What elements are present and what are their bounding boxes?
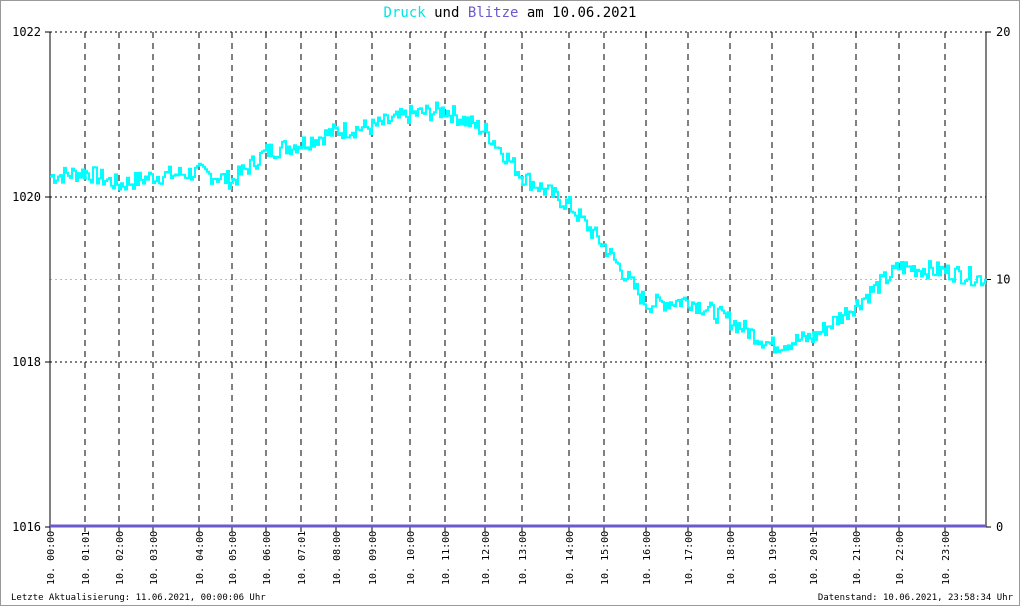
y-tick-label-right: 10 [996,273,1010,287]
chart-title: Druck und Blitze am 10.06.2021 [1,5,1019,21]
x-tick-label: 10. 12:00 [481,531,492,585]
y-tick-label-left: 1018 [12,355,41,369]
x-tick-label: 10. 00:00 [46,531,57,585]
x-tick-label: 10. 17:00 [684,531,695,585]
x-tick-label: 10. 07:01 [297,531,308,585]
title-blitze: Blitze [467,5,519,21]
x-tick-label: 10. 08:00 [332,531,343,585]
title-druck: Druck [383,5,426,21]
druck-series-line [50,101,987,354]
x-tick-label: 10. 04:00 [195,531,206,585]
x-tick-label: 10. 06:00 [262,531,273,585]
x-tick-label: 10. 09:00 [368,531,379,585]
x-tick-label: 10. 13:00 [518,531,529,585]
x-tick-label: 10. 20:01 [809,531,820,585]
y-tick-label-left: 1016 [12,520,41,534]
y-tick-label-left: 1020 [12,190,41,204]
title-und: und [425,5,468,21]
title-date: am 10.06.2021 [518,5,637,21]
x-tick-label: 10. 05:00 [228,531,239,585]
x-tick-label: 10. 02:00 [115,531,126,585]
x-tick-label: 10. 21:00 [852,531,863,585]
x-tick-label: 10. 19:00 [768,531,779,585]
x-tick-label: 10. 16:00 [642,531,653,585]
y-tick-label-left: 1022 [12,25,41,39]
data-status-text: Datenstand: 10.06.2021, 23:58:34 Uhr [817,593,1013,603]
x-tick-label: 10. 18:00 [726,531,737,585]
x-tick-label: 10. 01:01 [81,531,92,585]
x-tick-label: 10. 15:00 [600,531,611,585]
x-tick-label: 10. 10:00 [406,531,417,585]
y-tick-label-right: 0 [996,520,1003,534]
x-tick-label: 10. 22:00 [895,531,906,585]
y-tick-label-right: 20 [996,25,1010,39]
x-tick-label: 10. 03:00 [149,531,160,585]
x-tick-label: 10. 23:00 [941,531,952,585]
x-tick-label: 10. 11:00 [441,531,452,585]
x-tick-label: 10. 14:00 [565,531,576,585]
last-update-text: Letzte Aktualisierung: 11.06.2021, 00:00… [11,593,266,603]
